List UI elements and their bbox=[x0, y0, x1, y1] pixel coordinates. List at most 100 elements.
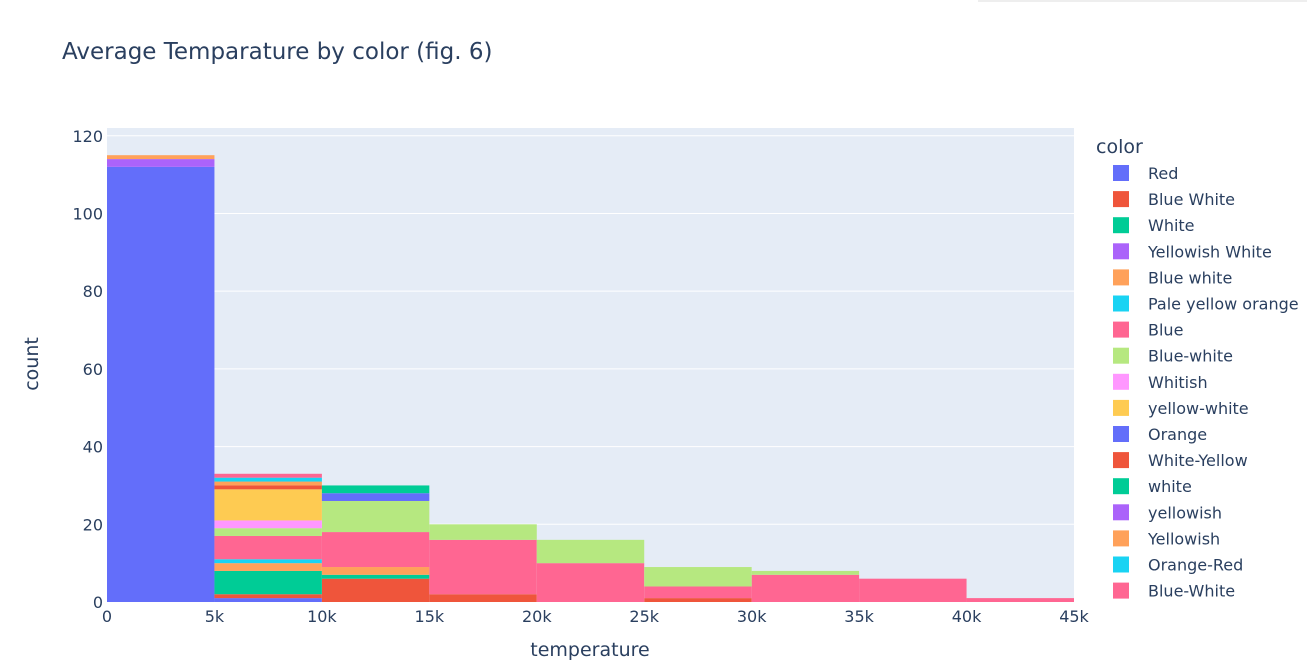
legend-item[interactable]: Red bbox=[1113, 164, 1178, 183]
legend-swatch bbox=[1113, 504, 1129, 521]
legend-swatch bbox=[1113, 399, 1129, 416]
y-tick-label: 120 bbox=[72, 127, 103, 146]
bar-segment bbox=[321, 532, 430, 568]
x-tick-label: 45k bbox=[1059, 607, 1089, 626]
x-tick-label: 15k bbox=[415, 607, 445, 626]
legend-label: Blue White bbox=[1148, 190, 1235, 209]
legend-item[interactable]: White-Yellow bbox=[1113, 451, 1248, 470]
bar-segment bbox=[214, 559, 322, 564]
bar-segment bbox=[214, 535, 322, 560]
bar-segment bbox=[751, 570, 860, 575]
legend-label: Yellowish White bbox=[1147, 242, 1272, 261]
legend-label: Yellowish bbox=[1147, 529, 1220, 548]
legend-item[interactable]: Blue bbox=[1113, 321, 1183, 340]
legend-item[interactable]: Yellowish bbox=[1113, 529, 1220, 548]
bar-segment bbox=[321, 578, 430, 602]
bar-segment bbox=[214, 473, 322, 478]
y-tick-label: 100 bbox=[72, 204, 103, 223]
legend-label: Blue bbox=[1148, 321, 1183, 340]
bar-segment bbox=[321, 574, 430, 579]
x-tick-label: 10k bbox=[307, 607, 337, 626]
bar-segment bbox=[214, 520, 322, 529]
legend-swatch bbox=[1113, 478, 1129, 495]
bar-segment bbox=[321, 567, 430, 575]
bars bbox=[107, 155, 1074, 602]
x-axis-ticks: 0 5k 10k 15k 20k 25k 30k 35k 40k 45k bbox=[102, 607, 1090, 626]
y-tick-label: 80 bbox=[83, 282, 103, 301]
legend-item[interactable]: white bbox=[1113, 477, 1192, 496]
bar-segment bbox=[429, 594, 537, 602]
legend-swatch bbox=[1113, 347, 1129, 364]
bar-segment bbox=[214, 594, 322, 599]
x-tick-label: 0 bbox=[102, 607, 112, 626]
legend-swatch bbox=[1113, 452, 1129, 469]
modebar-strip bbox=[978, 0, 1307, 2]
bar-segment bbox=[321, 493, 430, 501]
legend-label: white bbox=[1148, 477, 1192, 496]
x-axis-title: temperature bbox=[530, 639, 649, 661]
legend-swatch bbox=[1113, 269, 1129, 286]
legend-label: yellowish bbox=[1148, 503, 1222, 522]
legend-swatch bbox=[1113, 530, 1129, 547]
legend-label: White-Yellow bbox=[1148, 451, 1248, 470]
y-tick-label: 0 bbox=[93, 593, 103, 612]
bar-segment bbox=[321, 500, 430, 533]
x-tick-label: 5k bbox=[205, 607, 225, 626]
legend-swatch bbox=[1113, 295, 1129, 312]
legend-label: yellow-white bbox=[1148, 399, 1249, 418]
bar-segment bbox=[536, 563, 645, 602]
bar-segment bbox=[966, 598, 1074, 602]
legend-item[interactable]: Blue white bbox=[1113, 268, 1232, 287]
y-axis-title: count bbox=[21, 337, 43, 391]
y-axis-ticks: 0 20 40 60 80 100 120 bbox=[72, 127, 103, 612]
legend-item[interactable]: Pale yellow orange bbox=[1113, 295, 1299, 314]
gridlines bbox=[107, 135, 1074, 525]
x-tick-label: 25k bbox=[629, 607, 659, 626]
legend-item[interactable]: Whitish bbox=[1113, 373, 1208, 392]
bar-segment bbox=[214, 489, 322, 521]
legend-swatch bbox=[1113, 191, 1129, 208]
legend-swatch bbox=[1113, 556, 1129, 573]
legend-label: Blue-white bbox=[1148, 347, 1233, 366]
x-tick-label: 40k bbox=[952, 607, 982, 626]
bar-segment bbox=[644, 598, 752, 602]
bar-segment bbox=[644, 586, 752, 599]
legend-item[interactable]: White bbox=[1113, 216, 1195, 235]
bar-segment bbox=[644, 567, 752, 587]
bar-segment bbox=[214, 485, 322, 490]
bar-segment bbox=[536, 539, 645, 564]
legend-swatch bbox=[1113, 582, 1129, 599]
legend-item[interactable]: Orange bbox=[1113, 425, 1207, 444]
bar-segment bbox=[107, 166, 215, 602]
bar-segment bbox=[751, 574, 860, 602]
legend-item[interactable]: Blue-white bbox=[1113, 347, 1233, 366]
bar-segment bbox=[429, 539, 537, 595]
legend-label: Blue-White bbox=[1148, 582, 1235, 601]
legend-item[interactable]: Blue White bbox=[1113, 190, 1235, 209]
bar-segment bbox=[429, 524, 537, 540]
legend-label: Orange-Red bbox=[1148, 556, 1243, 575]
legend-item[interactable]: Orange-Red bbox=[1113, 556, 1243, 575]
legend-swatch bbox=[1113, 217, 1129, 234]
legend-label: Orange bbox=[1148, 425, 1207, 444]
bar-segment bbox=[107, 155, 215, 160]
legend-swatch bbox=[1113, 321, 1129, 338]
legend-item[interactable]: yellowish bbox=[1113, 503, 1222, 522]
legend-label: Pale yellow orange bbox=[1148, 295, 1299, 314]
legend-item[interactable]: Yellowish White bbox=[1113, 242, 1272, 261]
legend: color Red Blue White White Yellowish White B… bbox=[1096, 136, 1299, 601]
bar-segment bbox=[107, 159, 215, 167]
bar-segment bbox=[214, 477, 322, 482]
legend-swatch bbox=[1113, 373, 1129, 390]
x-tick-label: 30k bbox=[737, 607, 767, 626]
legend-item[interactable]: Blue-White bbox=[1113, 582, 1235, 601]
legend-swatch bbox=[1113, 426, 1129, 442]
bar-segment bbox=[214, 528, 322, 536]
y-tick-label: 20 bbox=[83, 515, 103, 534]
bar-segment bbox=[859, 578, 967, 602]
legend-label: Red bbox=[1148, 164, 1178, 183]
chart-title: Average Temparature by color (fig. 6) bbox=[62, 39, 492, 65]
legend-label: Blue white bbox=[1148, 268, 1232, 287]
legend-item[interactable]: yellow-white bbox=[1113, 399, 1249, 418]
